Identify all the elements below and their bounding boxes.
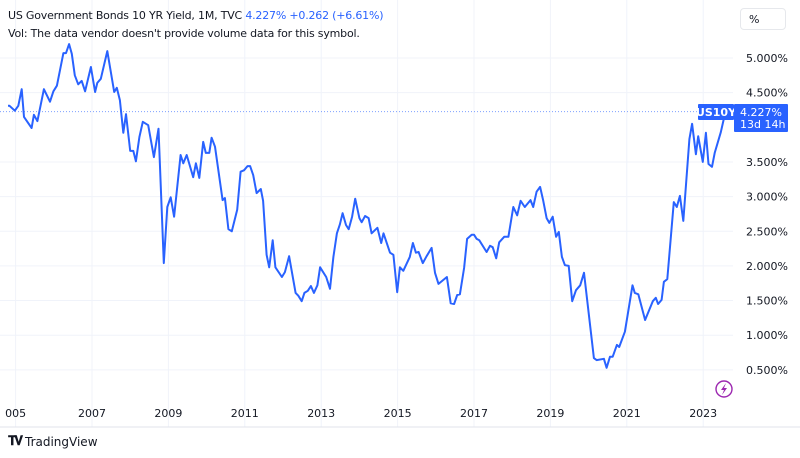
y-tick-label: 3.000% (746, 191, 788, 204)
legend-title-row: US Government Bonds 10 YR Yield, 1M, TVC… (8, 9, 384, 22)
x-tick-label: 2019 (536, 407, 564, 420)
lightning-icon[interactable] (715, 380, 733, 398)
x-tick-label: 2011 (231, 407, 259, 420)
y-tick-label: 1.000% (746, 329, 788, 342)
time-axis[interactable]: 005 2007 2009 2011 2013 2015 2017 2019 2021 2023 (5, 407, 717, 420)
x-tick-label: 2023 (689, 407, 717, 420)
percent-scale-button[interactable]: % (740, 8, 786, 30)
volume-note: Vol: The data vendor doesn't provide vol… (8, 27, 360, 40)
tradingview-logo-icon: 𝐓𝐕 (8, 434, 23, 449)
symbol-title: US Government Bonds 10 YR Yield, 1M, TVC (8, 9, 243, 22)
tradingview-logo[interactable]: 𝐓𝐕 TradingView (8, 434, 98, 449)
x-tick-label: 2017 (460, 407, 488, 420)
x-tick-label: 2015 (384, 407, 412, 420)
y-tick-label: 2.500% (746, 225, 788, 238)
brand-name: TradingView (25, 434, 98, 449)
x-tick-label: 2013 (307, 407, 335, 420)
y-tick-label: 1.500% (746, 295, 788, 308)
x-tick-label: 005 (5, 407, 26, 420)
x-tick-label: 2007 (78, 407, 106, 420)
series-line (8, 43, 727, 369)
x-tick-label: 2009 (154, 407, 182, 420)
x-tick-label: 2021 (613, 407, 641, 420)
price-axis[interactable]: 5.000% 4.500% 3.500% 3.000% 2.500% 2.000% 1.50… (746, 52, 788, 377)
change-value: +0.262 (+6.61%) (289, 9, 384, 22)
bar-countdown: 13d 14h (740, 118, 785, 131)
symbol-label: US10Y (696, 104, 737, 120)
symbol-label-text: US10Y (696, 106, 737, 119)
last-price-value: 4.227% (740, 106, 782, 119)
grid (0, 0, 733, 427)
y-tick-label: 2.000% (746, 260, 788, 273)
last-price-label: 4.227% 13d 14h (734, 104, 788, 132)
y-tick-label: 0.500% (746, 364, 788, 377)
last-value: 4.227% (245, 9, 287, 22)
y-tick-label: 4.500% (746, 87, 788, 100)
y-tick-label: 3.500% (746, 156, 788, 169)
y-tick-label: 5.000% (746, 52, 788, 65)
